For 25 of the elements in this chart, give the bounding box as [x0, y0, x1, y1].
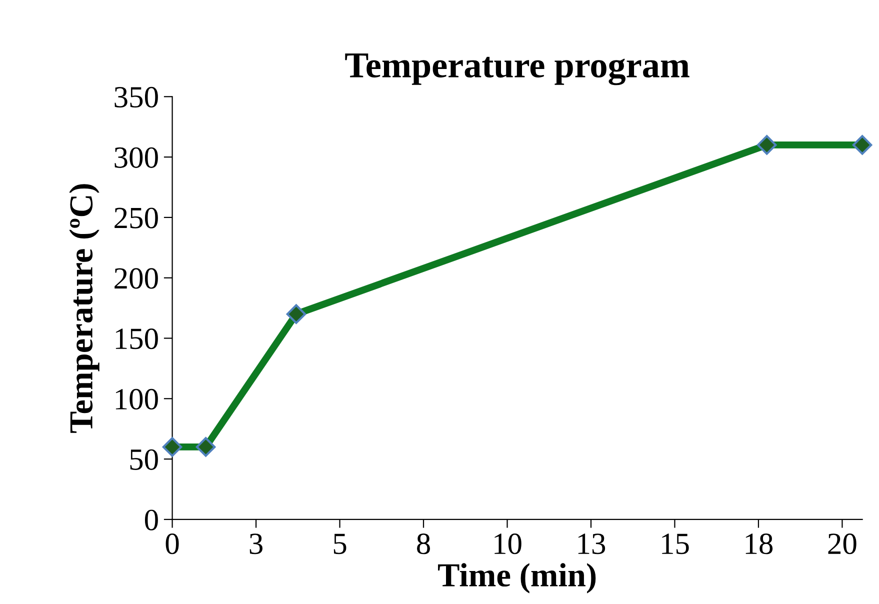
y-tick-label: 350	[114, 86, 158, 108]
x-tick-label: 18	[746, 534, 773, 554]
x-tick-label: 13	[578, 534, 606, 554]
x-tick-label: 20	[828, 534, 856, 554]
x-axis-title: Time (min)	[438, 563, 596, 594]
y-tick-label: 150	[116, 328, 158, 350]
y-tick-label: 300	[114, 147, 158, 168]
point	[286, 304, 306, 324]
x-tick-label: 15	[662, 534, 689, 554]
y-tick-label: 100	[116, 388, 158, 410]
point	[196, 437, 216, 457]
y-tick-label: 50	[130, 449, 158, 470]
point	[852, 135, 872, 155]
y-axis-title: Temperature (ºC)	[69, 184, 100, 433]
x-tick-label: 8	[417, 534, 430, 554]
y-tick-label: 0	[144, 510, 158, 530]
point	[756, 135, 777, 155]
y-tick-label: 250	[114, 208, 158, 228]
x-tick-label: 5	[334, 534, 346, 554]
point	[162, 437, 182, 457]
x-tick-label: 0	[166, 534, 179, 554]
x-tick-label: 3	[250, 534, 262, 554]
chart-title: Temperature program	[345, 54, 690, 86]
y-tick-label: 200	[114, 268, 158, 289]
x-tick-label: 10	[494, 534, 522, 554]
